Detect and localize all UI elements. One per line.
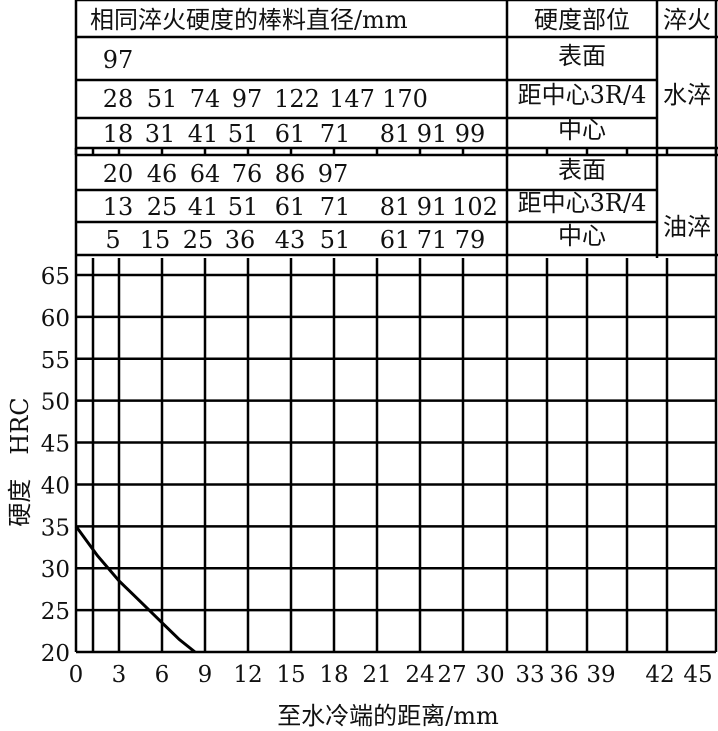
hardness-position: 中心 — [558, 222, 606, 250]
diameter-value: 28 — [103, 85, 134, 113]
header-quench: 淬火 — [663, 6, 711, 34]
diameter-value: 64 — [190, 160, 221, 188]
x-tick-label: 18 — [319, 662, 348, 688]
quench-type: 油淬 — [663, 213, 711, 241]
diameter-value: 91 — [417, 120, 448, 148]
x-tick-label: 9 — [198, 662, 213, 688]
diameter-value: 61 — [275, 193, 306, 221]
x-tick-label: 33 — [515, 662, 544, 688]
diameter-value: 51 — [320, 226, 351, 254]
diameter-value: 15 — [140, 226, 171, 254]
y-tick-label: 50 — [41, 390, 70, 416]
diameter-value: 81 — [380, 120, 411, 148]
diameter-value: 31 — [145, 120, 176, 148]
x-tick-label: 21 — [362, 662, 391, 688]
diameter-value: 99 — [455, 120, 486, 148]
hardness-position: 距中心3R/4 — [518, 189, 647, 217]
diameter-value: 46 — [147, 160, 178, 188]
diameter-value: 41 — [188, 193, 219, 221]
x-tick-label: 12 — [233, 662, 262, 688]
hardness-position: 距中心3R/4 — [518, 81, 647, 109]
diameter-value: 25 — [183, 226, 214, 254]
diameter-value: 25 — [147, 193, 178, 221]
quench-type: 水淬 — [663, 81, 711, 109]
diameter-value: 51 — [228, 193, 259, 221]
diameter-value: 18 — [103, 120, 134, 148]
diameter-value: 97 — [232, 85, 263, 113]
x-tick-label: 15 — [276, 662, 305, 688]
diameter-value: 5 — [105, 226, 120, 254]
y-tick-label: 45 — [41, 432, 70, 458]
diameter-value: 97 — [318, 160, 349, 188]
x-tick-label: 0 — [69, 662, 84, 688]
header-position: 硬度部位 — [534, 6, 630, 34]
diameter-value: 170 — [382, 85, 428, 113]
diameter-value: 76 — [232, 160, 263, 188]
y-axis-label: 硬度 HRC — [6, 397, 34, 526]
x-tick-label: 30 — [475, 662, 504, 688]
diameter-value: 122 — [274, 85, 320, 113]
x-tick-label: 45 — [683, 662, 712, 688]
y-tick-label: 65 — [41, 264, 70, 290]
diameter-value: 102 — [452, 193, 498, 221]
x-tick-label: 6 — [155, 662, 170, 688]
x-tick-label: 27 — [437, 662, 466, 688]
diameter-value: 61 — [275, 120, 306, 148]
hardness-position: 表面 — [558, 156, 606, 184]
y-tick-label: 55 — [41, 348, 70, 374]
diameter-value: 61 — [380, 226, 411, 254]
diameter-value: 97 — [103, 46, 134, 74]
diameter-value: 71 — [320, 120, 351, 148]
y-tick-label: 30 — [41, 557, 70, 583]
diameter-value: 51 — [147, 85, 178, 113]
diameter-value: 41 — [188, 120, 219, 148]
x-tick-label: 3 — [112, 662, 127, 688]
diameter-value: 51 — [228, 120, 259, 148]
y-tick-label: 40 — [41, 473, 70, 499]
header-diameter: 相同淬火硬度的棒料直径/mm — [90, 6, 408, 34]
y-tick-label: 35 — [41, 515, 70, 541]
diameter-value: 43 — [275, 226, 306, 254]
chart-grid — [74, 258, 718, 654]
y-tick-label: 60 — [41, 306, 70, 332]
hardness-position: 表面 — [558, 42, 606, 70]
y-tick-label: 20 — [41, 641, 70, 667]
x-tick-label: 42 — [645, 662, 674, 688]
diameter-value: 81 — [380, 193, 411, 221]
diameter-value: 20 — [103, 160, 134, 188]
x-axis-label: 至水冷端的距离/mm — [277, 702, 499, 730]
diameter-value: 79 — [455, 226, 486, 254]
diameter-table — [74, 0, 718, 258]
hardness-position: 中心 — [558, 116, 606, 144]
hardness-curve — [74, 525, 196, 654]
x-tick-label: 39 — [586, 662, 615, 688]
x-tick-label: 36 — [549, 662, 578, 688]
diameter-value: 91 — [417, 193, 448, 221]
y-tick-label: 25 — [41, 599, 70, 625]
diameter-value: 36 — [225, 226, 256, 254]
diameter-value: 13 — [103, 193, 134, 221]
diameter-value: 71 — [320, 193, 351, 221]
diameter-value: 71 — [417, 226, 448, 254]
diameter-value: 86 — [275, 160, 306, 188]
diameter-value: 147 — [329, 85, 375, 113]
x-tick-label: 24 — [405, 662, 434, 688]
diameter-value: 74 — [190, 85, 221, 113]
